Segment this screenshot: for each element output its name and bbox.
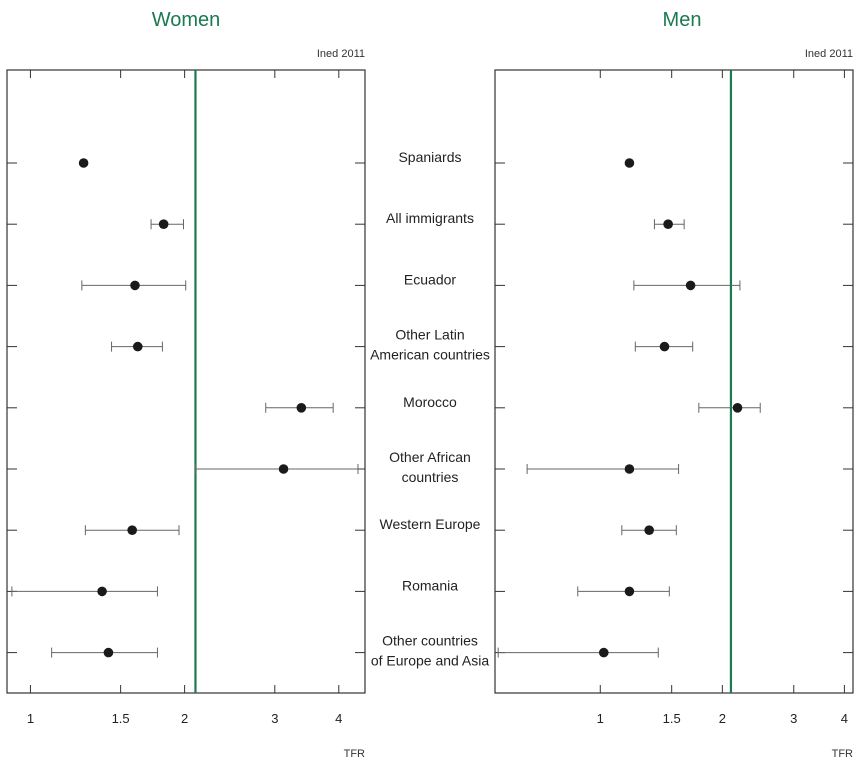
data-point bbox=[663, 219, 673, 229]
x-tick-label: 1 bbox=[597, 711, 604, 726]
data-point bbox=[598, 647, 609, 658]
data-point bbox=[624, 464, 635, 474]
source-note: Ined 2011 bbox=[805, 48, 853, 60]
panel-title: Men bbox=[663, 9, 702, 31]
category-label: Spaniards bbox=[398, 149, 461, 165]
data-point bbox=[624, 158, 635, 168]
category-label: countries bbox=[402, 469, 459, 485]
category-label: Romania bbox=[402, 577, 458, 593]
x-tick-label: 2 bbox=[719, 711, 726, 726]
category-label: Other African bbox=[389, 449, 471, 465]
x-tick-label: 1.5 bbox=[112, 711, 130, 726]
data-point bbox=[158, 219, 169, 229]
data-point bbox=[278, 464, 289, 474]
panel-men: Men Ined 2011 1 1.5 2 3 4 TFR bbox=[494, 9, 854, 760]
category-label: Western Europe bbox=[380, 516, 481, 532]
category-label: of Europe and Asia bbox=[371, 653, 490, 669]
category-label: Other Latin bbox=[395, 327, 464, 343]
data-point bbox=[127, 525, 137, 535]
category-label: Morocco bbox=[403, 394, 457, 410]
data-point bbox=[78, 158, 89, 168]
category-labels: Spaniards All immigrants Ecuador Other Lati… bbox=[370, 149, 490, 669]
panel-women: Women Ined 2011 1 1.5 2 3 4 TFR bbox=[6, 9, 366, 760]
x-tick-label: 4 bbox=[335, 711, 342, 726]
data-point bbox=[132, 341, 143, 352]
x-tick-label: 2 bbox=[181, 711, 188, 726]
data-point bbox=[130, 280, 140, 291]
data-point bbox=[659, 341, 670, 352]
category-label: All immigrants bbox=[386, 210, 474, 226]
data-point bbox=[732, 403, 743, 413]
data-point bbox=[296, 403, 307, 413]
data-point bbox=[644, 525, 654, 535]
category-label: Other countries bbox=[382, 633, 478, 649]
x-tick-label: 3 bbox=[790, 711, 797, 726]
data-point bbox=[103, 647, 114, 658]
data-point bbox=[97, 586, 107, 597]
data-point bbox=[624, 586, 635, 597]
data-point bbox=[685, 280, 696, 291]
category-label: American countries bbox=[370, 347, 490, 363]
category-label: Ecuador bbox=[404, 271, 456, 287]
x-tick-label: 3 bbox=[271, 711, 278, 726]
x-axis-label: TFR bbox=[344, 748, 365, 760]
plot-frame bbox=[6, 69, 366, 694]
x-tick-label: 1 bbox=[27, 711, 34, 726]
x-tick-label: 1.5 bbox=[663, 711, 681, 726]
x-axis-label: TFR bbox=[832, 748, 853, 760]
plot-frame bbox=[494, 69, 854, 694]
panel-title: Women bbox=[152, 9, 221, 31]
source-note: Ined 2011 bbox=[317, 48, 365, 60]
x-tick-label: 4 bbox=[841, 711, 848, 726]
